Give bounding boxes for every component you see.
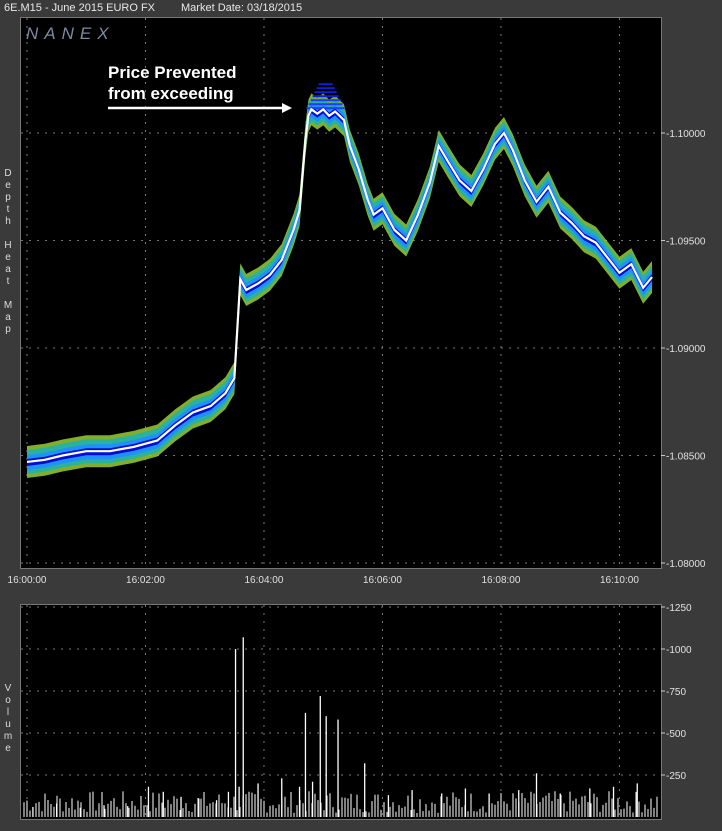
volume-y-axis-label: V o l u m e [3, 683, 13, 754]
depth-heat-map-chart: NANEX-1.11000-1.10000-1.09500-1.09000-1.… [8, 18, 706, 586]
annotation-line-2: from exceeding [108, 84, 234, 103]
price-tick-label-3: -1.09000 [666, 344, 706, 355]
annotation-arrow-head [282, 103, 292, 113]
volume-tick-label-4: -250 [666, 771, 686, 782]
nanex-watermark: NANEX [26, 24, 115, 43]
time-tick-label-3: 16:06:00 [363, 575, 402, 586]
ceiling-order-bar [318, 83, 333, 86]
volume-tick-label-0: -1250 [666, 603, 692, 614]
annotation-line-1: Price Prevented [108, 63, 237, 82]
time-tick-label-0: 16:00:00 [8, 575, 47, 586]
price-tick-label-1: -1.10000 [666, 129, 706, 140]
volume-tick-label-1: -1000 [666, 645, 692, 656]
chart-header: 6E.M15 - June 2015 EURO FX Market Date: 0… [4, 2, 308, 14]
ceiling-order-bar [314, 91, 337, 94]
ceiling-order-bar [312, 95, 339, 98]
symbol-title: 6E.M15 - June 2015 EURO FX [4, 2, 156, 14]
volume-chart-panel [20, 604, 662, 820]
price-line [26, 107, 653, 464]
time-tick-label-4: 16:08:00 [481, 575, 520, 586]
volume-tick-label-3: -500 [666, 729, 686, 740]
time-tick-label-5: 16:10:00 [600, 575, 639, 586]
price-tick-label-4: -1.08500 [666, 452, 706, 463]
time-tick-label-2: 16:04:00 [245, 575, 284, 586]
ceiling-order-bar [308, 103, 343, 106]
ceiling-order-bar [306, 107, 345, 110]
price-y-axis-label: D e p t h H e a t M a p [3, 168, 13, 335]
price-tick-label-2: -1.09500 [666, 237, 706, 248]
market-date: Market Date: 03/18/2015 [181, 2, 303, 14]
ceiling-order-bar [316, 87, 335, 90]
volume-tick-label-2: -750 [666, 687, 686, 698]
time-tick-label-1: 16:02:00 [126, 575, 165, 586]
price-tick-label-5: -1.08000 [666, 559, 706, 570]
ceiling-order-bar [310, 99, 341, 102]
